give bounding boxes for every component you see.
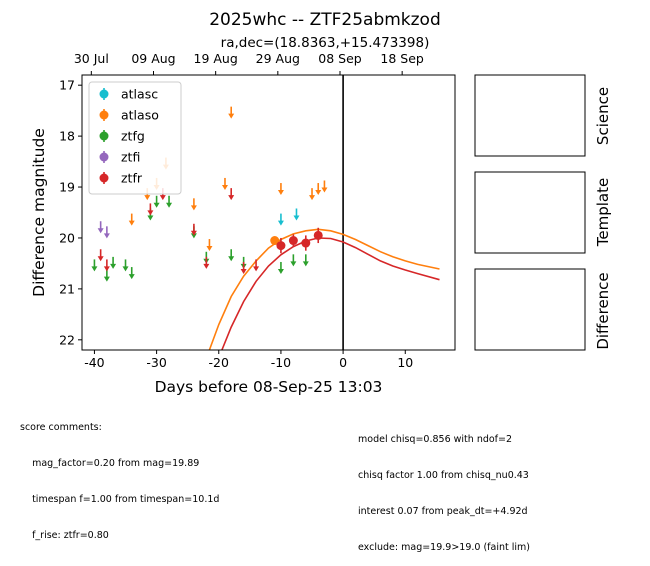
upper-limit-arrow: [190, 233, 197, 239]
y-tick-label: 20: [59, 230, 75, 245]
upper-limit-arrow: [91, 266, 98, 272]
legend-marker: [99, 173, 109, 183]
x-axis-label: Days before 08-Sep-25 13:03: [155, 378, 383, 396]
top-tick-label: 18 Sep: [380, 51, 424, 66]
upper-limit-arrow: [309, 195, 316, 201]
upper-limit-arrow: [277, 220, 284, 226]
upper-limit-arrow: [293, 215, 300, 221]
upper-limit-arrow: [203, 263, 210, 269]
y-tick-label: 19: [59, 180, 75, 195]
upper-limit-arrow: [103, 276, 110, 282]
x-tick-label: -40: [84, 355, 104, 370]
plot-frame: [81, 74, 456, 351]
upper-limit-arrow: [221, 184, 228, 190]
legend-label: ztfi: [121, 150, 140, 165]
science-panel: [474, 74, 586, 157]
upper-limit-arrow: [277, 190, 284, 196]
detection-point: [270, 236, 280, 246]
upper-limit-arrow: [128, 274, 135, 280]
figure-title: 2025whc -- ZTF25abmkzod: [209, 10, 441, 30]
upper-limit-arrow: [315, 190, 322, 196]
score-comments: score comments: mag_factor=0.20 from mag…: [20, 398, 219, 554]
upper-limit-arrow: [240, 268, 247, 274]
legend-marker: [99, 110, 109, 120]
legend-marker: [99, 89, 109, 99]
model-comment-line: chisq factor 1.00 from chisq_nu0.43: [358, 470, 529, 481]
model-comment-line: interest 0.07 from peak_dt=+4.92d: [358, 506, 528, 517]
upper-limit-arrow: [110, 263, 117, 269]
figure-subtitle: ra,dec=(18.8363,+15.473398): [221, 35, 430, 51]
y-axis-label: Difference magnitude: [30, 128, 48, 297]
upper-limit-arrow: [122, 266, 129, 272]
upper-limit-arrow: [290, 261, 297, 267]
upper-limit-arrow: [228, 256, 235, 262]
model-comment-line: exclude: mag=19.9>19.0 (faint lim): [358, 542, 530, 553]
x-tick-label: 10: [397, 355, 413, 370]
upper-limit-arrow: [128, 220, 135, 226]
top-tick-label: 29 Aug: [256, 51, 300, 66]
legend-marker: [99, 131, 109, 141]
detection-point: [288, 236, 298, 246]
score-comment-line: f_rise: ztfr=0.80: [20, 530, 109, 541]
template-panel-label: Template: [594, 178, 612, 247]
top-tick-label: 19 Aug: [194, 51, 238, 66]
detection-point: [276, 241, 286, 251]
upper-limit-arrow: [147, 210, 154, 216]
lightcurve-figure: 2025whc -- ZTF25abmkzod ra,dec=(18.8363,…: [30, 10, 612, 396]
model-curve: [208, 228, 440, 350]
top-tick-label: 30 Jul: [74, 51, 109, 66]
legend-label: atlaso: [121, 108, 159, 123]
upper-limit-arrow: [103, 233, 110, 239]
y-tick-label: 22: [59, 332, 75, 347]
upper-limit-arrow: [159, 195, 166, 201]
upper-limit-arrow: [206, 246, 213, 252]
x-tick-label: 0: [339, 355, 347, 370]
y-tick-label: 18: [59, 129, 75, 144]
upper-limit-arrow: [147, 215, 154, 221]
upper-limit-arrow: [228, 113, 235, 119]
upper-limit-arrow: [321, 187, 328, 193]
legend-box: [88, 81, 182, 195]
model-comment-line: model chisq=0.856 with ndof=2: [358, 434, 513, 445]
score-comment-line: timespan f=1.00 from timespan=10.1d: [20, 494, 220, 505]
x-tick-label: -10: [271, 355, 291, 370]
template-panel: [474, 171, 586, 254]
model-curve: [221, 237, 440, 350]
upper-limit-arrow: [144, 195, 151, 201]
upper-limit-arrow: [253, 266, 260, 272]
upper-limit-arrow: [190, 230, 197, 236]
difference-panel-label: Difference: [594, 272, 612, 349]
difference-panel: [474, 268, 586, 351]
top-tick-label: 09 Aug: [131, 51, 175, 66]
detection-point: [301, 238, 311, 248]
legend-label: atlasc: [121, 87, 158, 102]
upper-limit-arrow: [190, 205, 197, 211]
x-tick-label: -20: [209, 355, 229, 370]
legend-marker: [99, 152, 109, 162]
upper-limit-arrow: [97, 256, 104, 262]
upper-limit-arrow: [277, 268, 284, 274]
upper-limit-arrow: [166, 202, 173, 208]
legend-label: ztfg: [121, 129, 145, 144]
upper-limit-arrow: [153, 202, 160, 208]
y-tick-label: 21: [59, 281, 75, 296]
upper-limit-arrow: [228, 195, 235, 201]
score-comment-line: mag_factor=0.20 from mag=19.89: [20, 458, 200, 469]
score-comment-line: score comments:: [20, 422, 102, 433]
detection-point: [313, 230, 323, 240]
science-panel-label: Science: [594, 87, 612, 145]
upper-limit-arrow: [103, 266, 110, 272]
model-comments: model chisq=0.856 with ndof=2 chisq fact…: [358, 410, 530, 566]
upper-limit-arrow: [97, 228, 104, 234]
x-tick-label: -30: [146, 355, 166, 370]
lightcurve-plot: -40 -30 -20 -10 0 10 17 18 19 20 21 22 30 Jul 09 Aug 1…: [30, 51, 456, 396]
top-tick-label: 08 Sep: [318, 51, 362, 66]
upper-limit-arrow: [302, 261, 309, 267]
legend-label: ztfr: [121, 171, 143, 186]
y-tick-label: 17: [59, 78, 75, 93]
